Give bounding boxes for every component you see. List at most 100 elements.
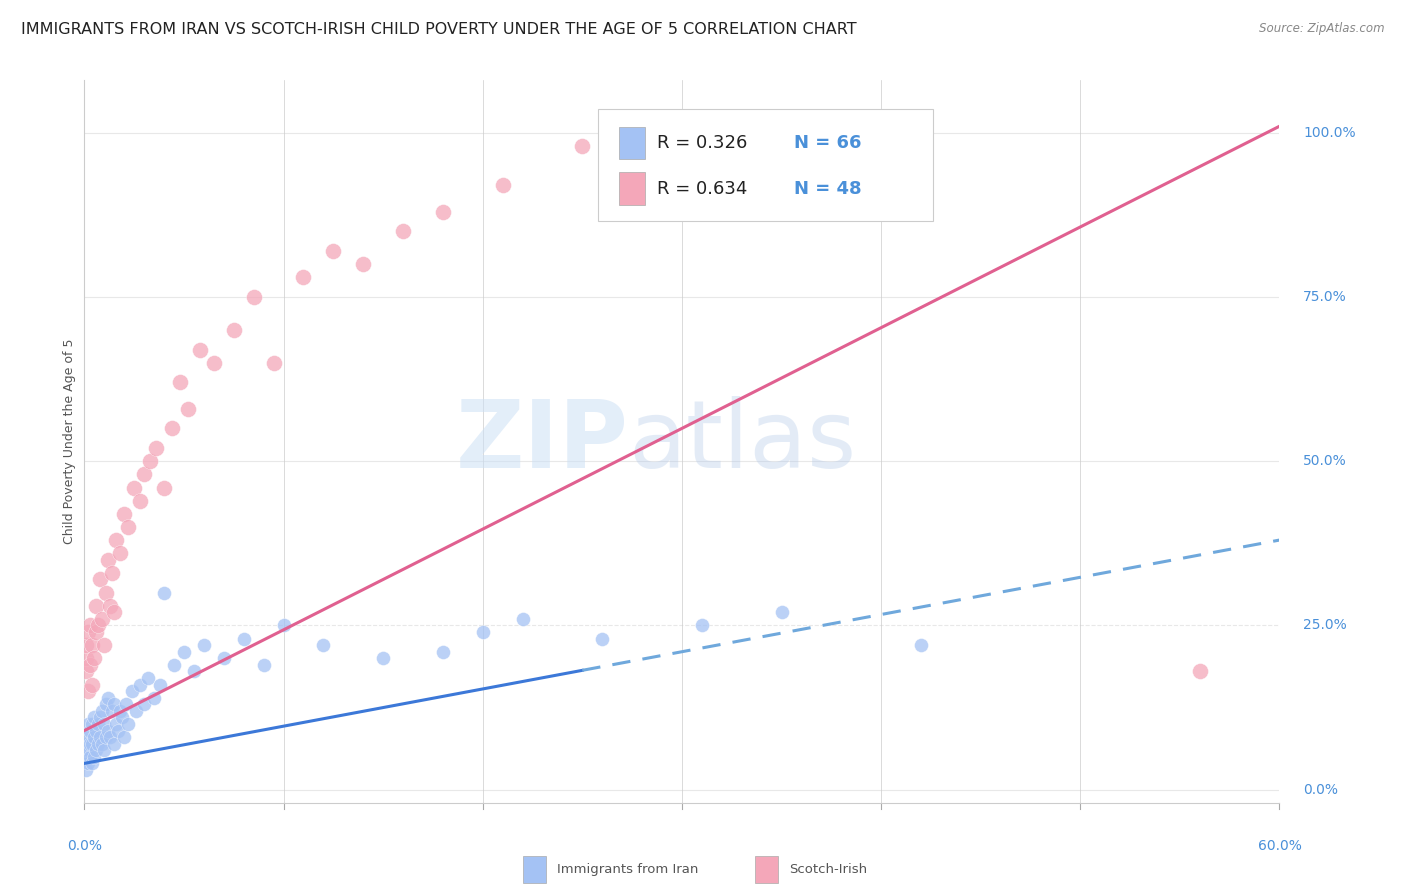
Point: [79, 737, 101, 751]
Point: [98, 599, 121, 613]
Point: [188, 343, 211, 357]
Point: [110, 704, 132, 718]
Point: [125, 704, 148, 718]
Point: [322, 244, 344, 258]
Point: [79, 749, 101, 764]
Point: [83, 651, 105, 665]
Point: [471, 625, 494, 640]
Point: [193, 638, 215, 652]
Point: [153, 585, 176, 599]
Point: [129, 493, 152, 508]
Point: [103, 737, 125, 751]
Point: [591, 632, 613, 646]
Point: [312, 638, 335, 652]
Point: [98, 730, 121, 744]
Point: [75, 651, 97, 665]
Point: [352, 257, 374, 271]
Point: [132, 698, 156, 712]
Point: [91, 704, 114, 718]
Bar: [619, 127, 645, 160]
Point: [103, 605, 125, 619]
Point: [163, 657, 186, 672]
Point: [112, 507, 135, 521]
Point: [492, 178, 515, 193]
Text: N = 66: N = 66: [794, 134, 862, 153]
Point: [115, 698, 138, 712]
Point: [202, 356, 225, 370]
Point: [160, 421, 183, 435]
Point: [263, 356, 285, 370]
Text: ZIP: ZIP: [456, 395, 628, 488]
Point: [690, 126, 713, 140]
Point: [103, 698, 125, 712]
Point: [177, 401, 200, 416]
Point: [153, 481, 176, 495]
Point: [373, 651, 395, 665]
Point: [273, 618, 295, 632]
Point: [83, 749, 105, 764]
Point: [139, 454, 162, 468]
Point: [121, 684, 143, 698]
Point: [910, 638, 932, 652]
Point: [111, 710, 134, 724]
Point: [105, 717, 128, 731]
Point: [86, 743, 108, 757]
FancyBboxPatch shape: [599, 109, 934, 221]
Point: [89, 730, 111, 744]
Point: [89, 710, 111, 724]
Point: [77, 730, 100, 744]
Text: 0.0%: 0.0%: [67, 838, 101, 853]
Point: [242, 290, 264, 304]
Point: [77, 684, 100, 698]
Text: atlas: atlas: [628, 395, 856, 488]
Point: [79, 723, 101, 738]
Point: [122, 481, 145, 495]
Y-axis label: Child Poverty Under the Age of 5: Child Poverty Under the Age of 5: [63, 339, 76, 544]
Point: [770, 605, 793, 619]
Point: [107, 723, 129, 738]
Point: [253, 657, 276, 672]
Point: [83, 730, 105, 744]
Point: [75, 638, 97, 652]
Point: [75, 763, 97, 777]
Text: R = 0.634: R = 0.634: [657, 179, 747, 198]
Point: [75, 665, 97, 679]
Point: [112, 730, 135, 744]
Point: [571, 139, 593, 153]
Point: [77, 717, 100, 731]
Point: [87, 717, 110, 731]
Point: [169, 376, 191, 390]
Point: [432, 204, 454, 219]
Point: [87, 618, 110, 632]
Point: [91, 612, 114, 626]
Point: [96, 698, 118, 712]
Point: [82, 717, 104, 731]
Text: 25.0%: 25.0%: [1303, 618, 1347, 632]
Point: [82, 677, 104, 691]
Point: [117, 520, 139, 534]
Point: [82, 638, 104, 652]
Text: 50.0%: 50.0%: [1303, 454, 1347, 468]
Point: [222, 323, 245, 337]
Point: [87, 737, 110, 751]
Point: [89, 573, 111, 587]
Point: [183, 665, 205, 679]
Text: R = 0.326: R = 0.326: [657, 134, 747, 153]
Point: [77, 625, 100, 640]
Point: [79, 657, 101, 672]
Point: [93, 638, 115, 652]
Point: [86, 599, 108, 613]
Point: [117, 717, 139, 731]
Point: [91, 737, 114, 751]
Bar: [619, 172, 645, 205]
Point: [432, 645, 454, 659]
Point: [149, 677, 172, 691]
Point: [129, 677, 152, 691]
Point: [212, 651, 235, 665]
Point: [75, 737, 97, 751]
Point: [101, 704, 124, 718]
Point: [292, 270, 315, 285]
Point: [105, 533, 128, 547]
Point: [93, 717, 115, 731]
Point: [173, 645, 195, 659]
